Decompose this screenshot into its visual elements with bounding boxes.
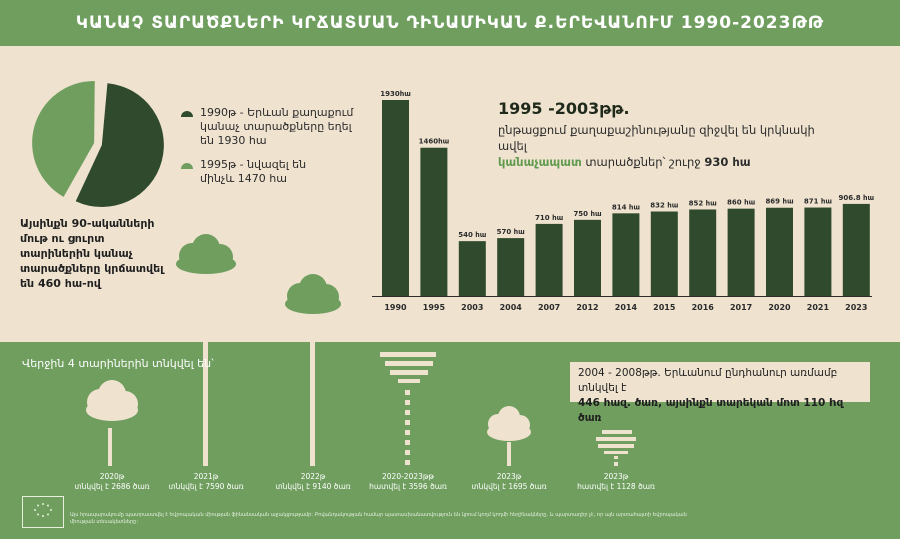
bar-value-label: 860 հա [727,199,756,207]
bar-2014 [612,213,640,296]
x-tick-label: 2012 [576,303,598,312]
x-tick-label: 2007 [538,303,560,312]
legend-dot-dark [181,111,193,117]
bar-value-label: 540 հա [458,231,487,239]
x-tick-label: 1995 [423,303,446,312]
tree-label-2022: 2022թ տնկվել է 9140 ծառ [275,472,351,491]
legend-dot-light [181,163,193,169]
bar-2015 [650,211,678,296]
bar-value-label: 852 հա [689,199,718,207]
pie-chart [32,80,164,208]
bar-2003 [458,241,486,296]
x-tick-label: 2015 [653,303,676,312]
bar-2007 [535,223,563,296]
trees-illustration [86,234,636,466]
bar-value-label: 832 հա [650,202,679,210]
x-tick-label: 2014 [615,303,638,312]
bar-value-label: 871 հա [804,198,833,206]
left-note: Այսինքն 90-ականների մութ ու ցուրտ տարինե… [20,217,164,290]
bar-value-label: 750 հա [573,210,602,218]
bar-value-label: 570 հա [497,228,526,236]
tree-label-2021: 2021թ տնկվել է 7590 ծառ [168,472,244,491]
bar-value-label: 1460հա [419,138,450,146]
x-tick-label: 2023 [845,303,867,312]
pie-slice-1 [32,80,95,197]
info-box: 2004 - 2008թթ. Երևանում ընդհանուր առմամբ… [570,362,870,424]
bar-value-label: 869 հա [765,198,794,206]
bar-2020 [766,207,793,296]
eu-stars-icon [34,503,52,517]
bar-chart: 1930հա 1990 1460հա 1995 540 հա 2003 570 հա 2004… [372,90,875,312]
pie-slice-0 [75,83,164,208]
bar-value-label: 710 հա [535,214,564,222]
eu-flag-icon [22,496,64,528]
bar-value-label: 814 հա [612,203,641,211]
bar-2017 [727,208,755,296]
footer-disclaimer: Այս հրապարակումը պատրաստվել է Եվրոպական … [70,512,687,525]
bar-1990 [382,100,409,296]
x-tick-label: 2017 [730,303,752,312]
tree-label-2020: 2020թ տնկվել է 2686 ծառ [74,472,150,491]
page-title: ԿԱՆԱՉ ՏԱՐԱԾՔՆԵՐԻ ԿՐՃԱՏՄԱՆ ԴԻՆԱՄԻԿԱՆ Ք.ԵՐ… [75,13,825,33]
tree-cut-2023-icon [596,430,636,466]
bar-2016 [689,209,717,296]
x-tick-label: 2003 [461,303,483,312]
tree-label-2020-2023: 2020-2023թթ հատվել է 3596 ծառ [369,472,447,491]
legend-item-1995: 1995թ - նվազել են մինչև 1470 հա [200,158,307,185]
legend-item-1990: 1990թ - Երևան քաղաքում կանաչ տարածքները … [200,106,354,147]
last-four-years-label: Վերջին 4 տարիներին տնկվել են՝ [22,357,214,370]
x-tick-label: 2021 [807,303,830,312]
bar-value-label: 906.8 հա [838,194,874,202]
headline: 1995 -2003թթ. [498,99,630,118]
x-tick-label: 2004 [500,303,523,312]
tree-label-2023-cut: 2023թ հատվել է 1128 ծառ [577,472,655,491]
tree-2020-icon [86,380,138,466]
tree-cut-2020-2023-icon [380,352,436,465]
tree-2023-icon [487,406,531,466]
x-tick-label: 2020 [768,303,791,312]
x-tick-label: 2016 [692,303,715,312]
bar-value-label: 1930հա [380,90,411,98]
x-tick-label: 1990 [384,303,407,312]
bar-2023 [842,203,870,296]
bar-2021 [804,207,832,296]
subtext: ընթացքում քաղաքաշինությանը զիջվել են կրկ… [498,123,815,169]
bar-2012 [574,219,601,296]
tree-2022-icon [285,274,341,466]
tree-2021-icon [176,234,236,466]
bar-1995 [420,147,448,296]
bar-2004 [497,238,525,296]
title-bar: ԿԱՆԱՉ ՏԱՐԱԾՔՆԵՐԻ ԿՐՃԱՏՄԱՆ ԴԻՆԱՄԻԿԱՆ Ք.ԵՐ… [0,0,900,46]
tree-label-2023-planted: 2023թ տնկվել է 1695 ծառ [471,472,547,491]
